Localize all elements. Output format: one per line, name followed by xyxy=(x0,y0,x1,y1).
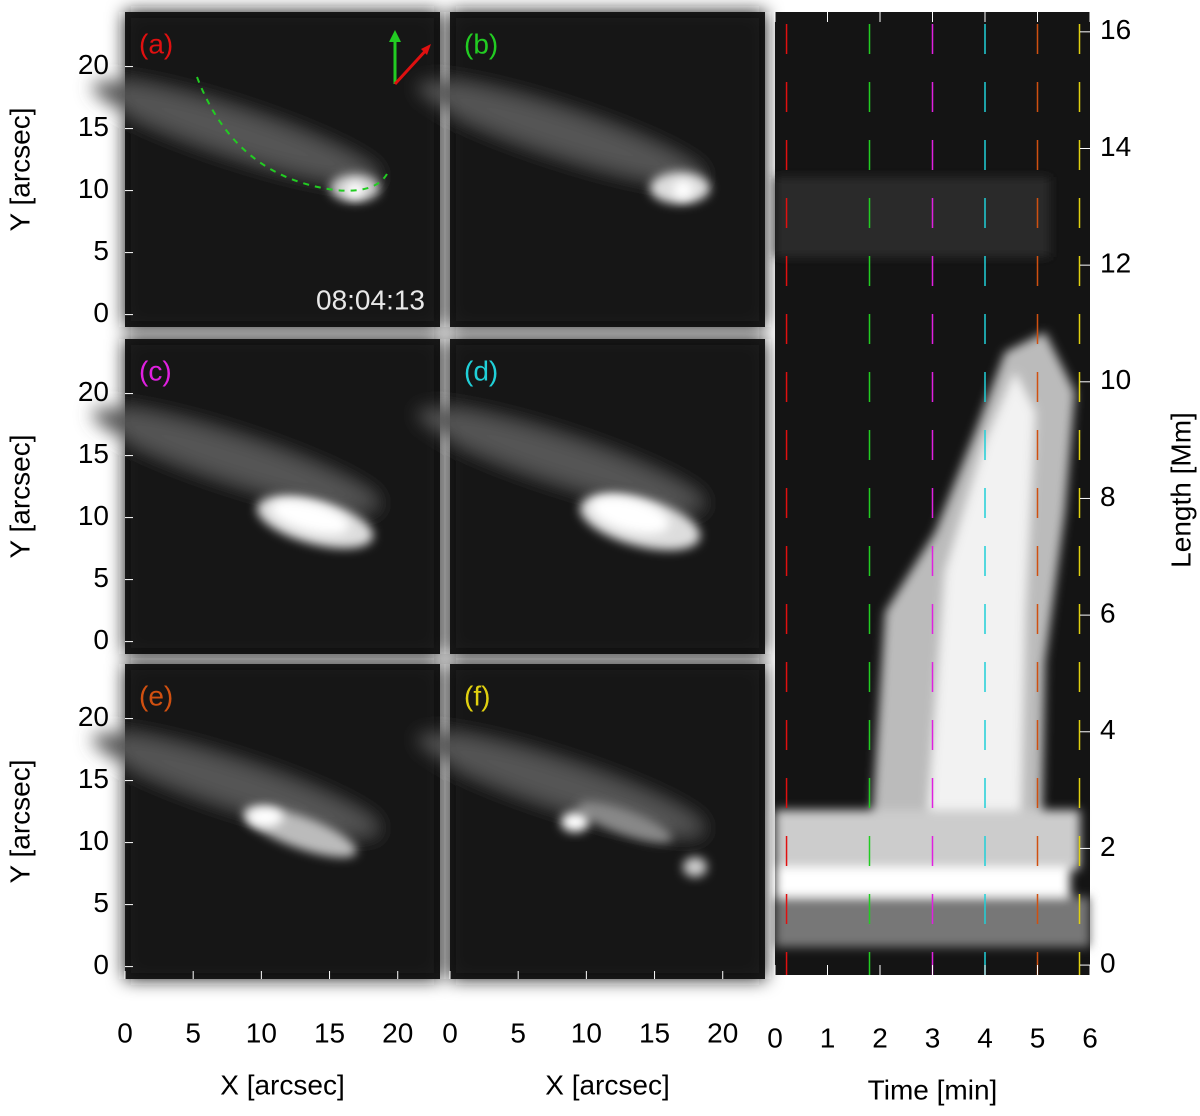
x-tick-label: 15 xyxy=(639,1017,670,1048)
x-axis-label: X [arcsec] xyxy=(545,1069,669,1100)
panel-label: (f) xyxy=(464,680,490,711)
x-tick-label: 1 xyxy=(820,1022,836,1053)
panel-label: (d) xyxy=(464,355,498,386)
emission xyxy=(673,181,693,199)
emission xyxy=(92,408,378,510)
y-axis-label: Y [arcsec] xyxy=(4,108,35,232)
x-tick-label: 6 xyxy=(1082,1022,1098,1053)
panel-features xyxy=(92,12,440,327)
panel-label: (e) xyxy=(139,680,173,711)
timestamp: 08:04:13 xyxy=(316,284,425,315)
x-tick-label: 0 xyxy=(442,1017,458,1048)
x-tick-label: 10 xyxy=(571,1017,602,1048)
emission xyxy=(683,857,707,877)
bright-band xyxy=(775,867,1070,897)
y-tick-label: 16 xyxy=(1100,14,1131,45)
y-tick-label: 4 xyxy=(1100,714,1116,745)
emission xyxy=(271,499,349,535)
x-tick-label: 10 xyxy=(246,1017,277,1048)
x-tick-label: 5 xyxy=(510,1017,526,1048)
y-tick-label: 15 xyxy=(78,763,109,794)
x-tick-label: 20 xyxy=(382,1017,413,1048)
x-tick-label: 4 xyxy=(977,1022,993,1053)
y-tick-label: 10 xyxy=(1100,364,1131,395)
core xyxy=(247,807,283,827)
image-panel: (c) xyxy=(92,339,440,654)
y-axis-label: Length [Mm] xyxy=(1165,412,1196,568)
y-tick-label: 20 xyxy=(78,701,109,732)
x-tick-label: 3 xyxy=(925,1022,941,1053)
emission xyxy=(247,807,283,827)
y-tick-label: 8 xyxy=(1100,481,1116,512)
arrow-head xyxy=(421,44,431,55)
emission xyxy=(92,81,378,183)
y-tick-label: 10 xyxy=(78,825,109,856)
panel-features xyxy=(417,12,765,327)
x-tick-label: 0 xyxy=(767,1022,783,1053)
panel-label: (a) xyxy=(139,28,173,59)
y-tick-label: 0 xyxy=(1100,947,1116,978)
x-tick-label: 0 xyxy=(117,1017,133,1048)
x-tick-label: 5 xyxy=(185,1017,201,1048)
image-panel: (d) xyxy=(417,339,765,654)
core xyxy=(683,857,707,877)
x-tick-label: 5 xyxy=(1030,1022,1046,1053)
y-tick-label: 14 xyxy=(1100,131,1131,162)
loop-trace xyxy=(196,76,388,192)
upper-band xyxy=(775,177,1050,257)
y-axis-label: Y [arcsec] xyxy=(4,760,35,884)
y-tick-label: 5 xyxy=(93,235,109,266)
y-tick-label: 0 xyxy=(93,949,109,980)
emission xyxy=(417,733,703,835)
x-tick-label: 2 xyxy=(872,1022,888,1053)
clip-helper xyxy=(125,12,440,327)
core xyxy=(591,496,669,534)
x-tick-label: 15 xyxy=(314,1017,345,1048)
y-tick-label: 5 xyxy=(93,562,109,593)
image-panel: (b) xyxy=(417,12,765,327)
clip-helper xyxy=(450,12,765,327)
x-axis-label: X [arcsec] xyxy=(220,1069,344,1100)
y-tick-label: 2 xyxy=(1100,831,1116,862)
core xyxy=(577,801,673,843)
y-tick-label: 0 xyxy=(93,624,109,655)
ridge-core xyxy=(925,372,1035,855)
y-tick-label: 5 xyxy=(93,887,109,918)
y-axis-label: Y [arcsec] xyxy=(4,435,35,559)
emission xyxy=(92,733,378,835)
arrow-head xyxy=(389,30,401,42)
emission xyxy=(561,812,589,832)
y-tick-label: 12 xyxy=(1100,248,1131,279)
y-tick-label: 20 xyxy=(78,376,109,407)
lower-band xyxy=(775,810,1080,870)
image-panel: (f) xyxy=(417,664,765,979)
x-tick-label: 20 xyxy=(707,1017,738,1048)
time-distance xyxy=(775,12,1090,975)
y-tick-label: 20 xyxy=(78,49,109,80)
emission xyxy=(417,81,703,183)
panel-label: (c) xyxy=(139,355,172,386)
image-panel: (e) xyxy=(92,664,440,979)
emission xyxy=(417,408,703,510)
y-tick-label: 0 xyxy=(93,297,109,328)
panel-label: (b) xyxy=(464,28,498,59)
core xyxy=(271,499,349,535)
y-tick-label: 6 xyxy=(1100,598,1116,629)
y-tick-label: 15 xyxy=(78,438,109,469)
image-panel: (a) 08:04:13 xyxy=(92,12,440,327)
arrow-slit xyxy=(393,46,430,86)
emission xyxy=(577,801,673,843)
core xyxy=(673,181,693,199)
y-tick-label: 15 xyxy=(78,111,109,142)
y-tick-label: 10 xyxy=(78,173,109,204)
x-axis-label: Time [min] xyxy=(868,1074,998,1105)
core xyxy=(561,812,589,832)
y-tick-label: 10 xyxy=(78,500,109,531)
emission xyxy=(591,496,669,534)
